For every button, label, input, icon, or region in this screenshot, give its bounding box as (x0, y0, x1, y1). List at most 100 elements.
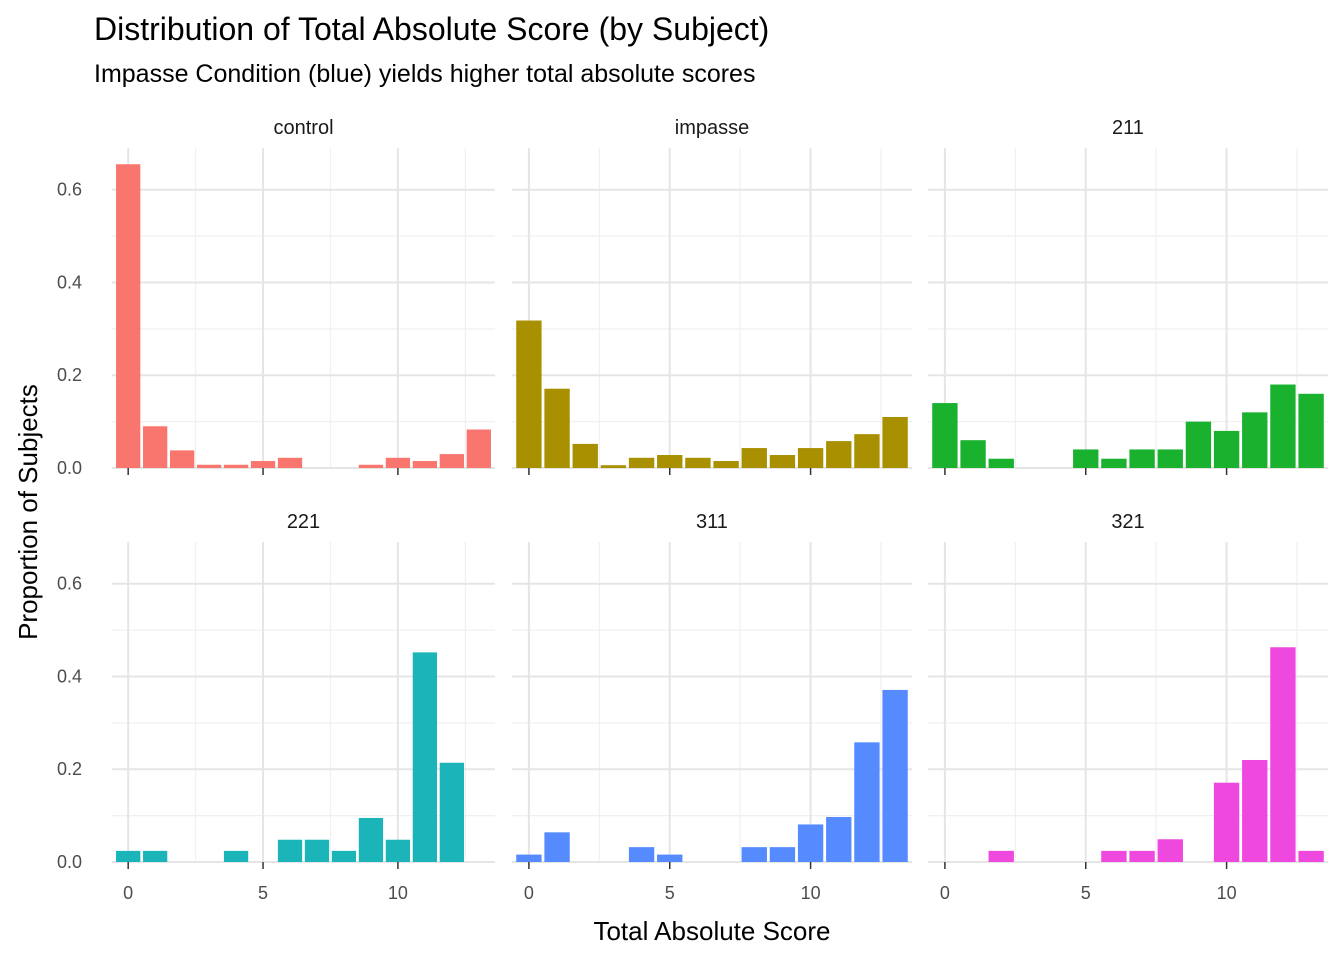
bar-221-1 (143, 850, 168, 862)
y-tick-label: 0.2 (57, 365, 82, 385)
bar-321-7 (1129, 850, 1155, 862)
bar-311-13 (882, 689, 908, 862)
bar-321-10 (1213, 782, 1240, 862)
bar-control-9 (358, 464, 384, 468)
y-tick-label: 0.6 (57, 180, 82, 200)
bar-221-8 (331, 850, 357, 862)
facet-label: 311 (696, 511, 728, 533)
x-tick-label: 0 (123, 883, 133, 903)
facet-label: impasse (675, 117, 749, 139)
y-tick-label: 0.4 (57, 666, 82, 686)
bar-211-6 (1101, 458, 1127, 468)
panel-321: 321 0 5 10 (928, 511, 1328, 903)
bar-311-8 (741, 847, 767, 862)
bar-311-5 (657, 854, 683, 862)
chart-subtitle: Impasse Condition (blue) yields higher t… (94, 60, 755, 88)
bar-impasse-6 (685, 457, 711, 468)
bar-221-11 (412, 652, 438, 862)
bar-321-2 (988, 850, 1014, 862)
x-tick-label: 10 (388, 883, 408, 903)
panel-211: 211 (928, 117, 1328, 475)
bar-control-6 (277, 457, 303, 468)
bar-impasse-12 (854, 434, 880, 468)
y-tick-label: 0.0 (57, 852, 82, 872)
bar-impasse-7 (713, 461, 739, 468)
bar-control-10 (385, 457, 411, 468)
bar-211-1 (960, 440, 986, 468)
x-tick-label: 5 (1081, 883, 1091, 903)
panel-control: control 0.0 0.2 0.4 0.6 (57, 117, 495, 478)
facet-label: 211 (1112, 117, 1144, 139)
y-tick-label: 0.4 (57, 272, 82, 292)
facet-label: 221 (287, 511, 320, 533)
y-tick-label: 0.6 (57, 574, 82, 594)
bar-211-10 (1213, 430, 1240, 468)
bar-211-8 (1157, 449, 1183, 468)
x-tick-label: 0 (940, 883, 950, 903)
x-tick-label: 10 (801, 883, 821, 903)
bar-impasse-9 (769, 455, 796, 468)
bar-211-2 (988, 458, 1014, 468)
bar-impasse-13 (882, 416, 908, 468)
bar-impasse-0 (516, 320, 542, 468)
bar-211-7 (1129, 449, 1155, 468)
bar-321-8 (1157, 839, 1183, 862)
chart-title: Distribution of Total Absolute Score (by… (94, 11, 769, 47)
bar-321-12 (1270, 647, 1296, 862)
bar-311-10 (797, 824, 824, 862)
bar-221-9 (358, 817, 384, 862)
bar-221-4 (223, 850, 249, 862)
bar-211-11 (1242, 412, 1268, 468)
bar-211-9 (1185, 421, 1212, 468)
bar-impasse-11 (826, 441, 852, 468)
bar-221-0 (116, 850, 141, 862)
bar-311-12 (854, 742, 880, 862)
facet-label: 321 (1111, 511, 1144, 533)
x-tick-label: 5 (258, 883, 268, 903)
bar-control-1 (143, 426, 168, 468)
bar-221-10 (385, 839, 411, 862)
bar-311-11 (826, 817, 852, 862)
bar-control-2 (169, 450, 195, 468)
x-tick-label: 0 (524, 883, 534, 903)
bar-impasse-3 (600, 465, 627, 468)
bar-control-3 (196, 464, 222, 468)
bar-control-11 (412, 461, 438, 468)
panel-221: 221 0.0 0.2 0.4 0.6 0 5 10 (57, 511, 495, 903)
bar-impasse-1 (544, 388, 570, 468)
y-tick-label: 0.0 (57, 458, 82, 478)
panel-impasse: impasse (512, 117, 912, 475)
bar-211-5 (1073, 449, 1099, 468)
bar-311-9 (769, 847, 796, 862)
bar-211-0 (932, 403, 958, 468)
x-tick-label: 10 (1217, 883, 1237, 903)
bar-221-6 (277, 839, 303, 862)
panel-311: 311 0 5 10 (512, 511, 912, 903)
bar-211-12 (1270, 384, 1296, 468)
x-axis-title: Total Absolute Score (593, 916, 830, 946)
bar-control-4 (223, 464, 249, 468)
bar-control-13 (466, 429, 491, 468)
bar-impasse-5 (657, 455, 683, 468)
y-axis-title: Proportion of Subjects (13, 384, 43, 640)
bar-control-0 (116, 164, 141, 469)
bar-221-7 (304, 839, 330, 862)
bar-321-11 (1242, 759, 1268, 862)
bar-311-0 (516, 854, 542, 862)
bar-311-4 (628, 847, 655, 862)
bar-impasse-10 (797, 448, 824, 468)
y-tick-label: 0.2 (57, 759, 82, 779)
bar-impasse-8 (741, 448, 767, 468)
bar-control-12 (439, 454, 464, 468)
bar-311-1 (544, 832, 570, 862)
bar-221-12 (439, 762, 464, 862)
bar-211-13 (1298, 393, 1324, 468)
bar-control-5 (250, 461, 276, 468)
bar-impasse-4 (628, 457, 655, 468)
bar-impasse-2 (572, 443, 598, 468)
facet-panels: control 0.0 0.2 0.4 0.6 impasse 211 221 0.0 0.2 0.… (57, 117, 1328, 903)
x-tick-label: 5 (665, 883, 675, 903)
facet-label: control (273, 117, 333, 139)
bar-321-13 (1298, 850, 1324, 862)
